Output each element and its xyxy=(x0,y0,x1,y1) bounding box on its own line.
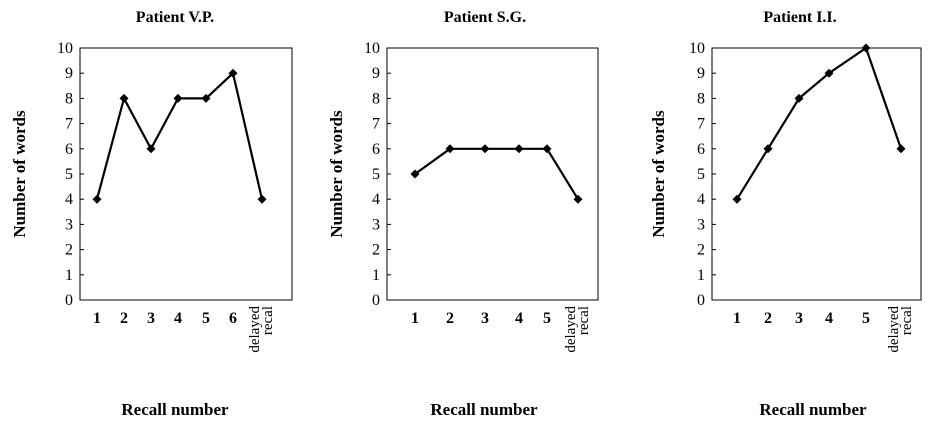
data-point-marker xyxy=(410,169,420,179)
y-tick-label: 5 xyxy=(372,166,380,183)
y-tick-label: 10 xyxy=(57,40,73,57)
x-axis-label: Recall number xyxy=(121,400,229,419)
data-point-marker xyxy=(173,93,183,103)
series-line xyxy=(736,46,903,200)
y-tick-label: 4 xyxy=(65,191,73,208)
y-tick-label: 10 xyxy=(364,40,380,57)
y-tick-label: 6 xyxy=(372,141,380,158)
plot-frame xyxy=(79,47,293,301)
y-axis-label: Number of words xyxy=(327,110,346,238)
y-tick-label: 0 xyxy=(697,292,705,309)
y-tick-label: 2 xyxy=(372,242,380,259)
chart-panel-2: Patient S.G. Number of words Recall numb… xyxy=(327,9,599,419)
y-tick-label: 1 xyxy=(65,267,73,284)
x-tick-label: 5 xyxy=(543,310,551,327)
y-tick-label: 6 xyxy=(65,141,73,158)
data-point-marker xyxy=(119,93,129,103)
y-tick-label: 0 xyxy=(372,292,380,309)
data-point-marker xyxy=(794,93,804,103)
y-tick-label: 2 xyxy=(697,242,705,259)
x-ticks: 1 2 3 4 5 delayedrecal xyxy=(733,306,915,353)
x-tick-label: 1 xyxy=(733,310,741,327)
y-axis-label: Number of words xyxy=(10,110,29,238)
x-tick-label: 2 xyxy=(446,310,454,327)
series-line xyxy=(95,72,264,200)
y-tick-label: 10 xyxy=(689,40,705,57)
x-tick-label: 3 xyxy=(481,310,489,327)
data-point-marker xyxy=(146,144,156,154)
x-ticks: 1 2 3 4 5 6 delayedrecal xyxy=(93,306,276,353)
plot-frame xyxy=(711,47,922,301)
chart-panel-1: Patient V.P. Number of words Recall numb… xyxy=(10,9,293,419)
data-point-marker xyxy=(763,144,773,154)
series-markers xyxy=(410,144,583,204)
y-tick-label: 2 xyxy=(65,242,73,259)
data-point-marker xyxy=(228,68,238,78)
y-tick-label: 1 xyxy=(372,267,380,284)
y-tick-label: 5 xyxy=(697,166,705,183)
data-point-marker xyxy=(573,194,583,204)
x-axis-label: Recall number xyxy=(430,400,538,419)
x-axis-label: Recall number xyxy=(759,400,867,419)
data-point-marker xyxy=(732,194,742,204)
y-tick-label: 6 xyxy=(697,141,705,158)
y-tick-label: 4 xyxy=(372,191,380,208)
chart-panel-3: Patient I.I. Number of words Recall numb… xyxy=(649,9,922,419)
x-tick-label: 2 xyxy=(120,310,128,327)
y-ticks: 0 1 2 3 4 5 6 7 8 9 10 xyxy=(57,40,84,309)
x-tick-label: 1 xyxy=(411,310,419,327)
y-tick-label: 9 xyxy=(372,65,380,82)
x-tick-label: 3 xyxy=(147,310,155,327)
x-tick-label: 4 xyxy=(825,310,833,327)
x-tick-label: 5 xyxy=(202,310,210,327)
x-tick-label: 1 xyxy=(93,310,101,327)
chart-title: Patient I.I. xyxy=(763,9,836,26)
y-tick-label: 4 xyxy=(697,191,705,208)
x-tick-label: 4 xyxy=(174,310,182,327)
data-point-marker xyxy=(445,144,455,154)
x-tick-label: 5 xyxy=(862,310,870,327)
y-tick-label: 8 xyxy=(372,90,380,107)
data-point-marker xyxy=(896,144,906,154)
data-point-marker xyxy=(257,194,267,204)
data-point-marker xyxy=(861,43,871,53)
data-point-marker xyxy=(201,93,211,103)
data-point-marker xyxy=(542,144,552,154)
y-tick-label: 3 xyxy=(697,216,705,233)
chart-title: Patient V.P. xyxy=(136,9,214,26)
x-tick-label: delayedrecal xyxy=(247,306,276,353)
series-markers xyxy=(92,68,267,204)
y-tick-label: 8 xyxy=(697,90,705,107)
x-tick-label: 4 xyxy=(515,310,523,327)
x-ticks: 1 2 3 4 5 delayedrecal xyxy=(411,306,592,353)
y-ticks: 0 1 2 3 4 5 6 7 8 9 10 xyxy=(689,40,716,309)
y-tick-label: 5 xyxy=(65,166,73,183)
x-tick-label: 2 xyxy=(764,310,772,327)
data-point-marker xyxy=(92,194,102,204)
data-point-marker xyxy=(824,68,834,78)
x-tick-label: delayedrecal xyxy=(563,306,592,353)
y-tick-label: 3 xyxy=(65,216,73,233)
y-tick-label: 9 xyxy=(65,65,73,82)
y-tick-label: 0 xyxy=(65,292,73,309)
data-point-marker xyxy=(514,144,524,154)
y-tick-label: 1 xyxy=(697,267,705,284)
chart-title: Patient S.G. xyxy=(444,9,526,26)
y-tick-label: 3 xyxy=(372,216,380,233)
x-tick-label: delayedrecal xyxy=(886,306,915,353)
y-tick-label: 8 xyxy=(65,90,73,107)
y-tick-label: 7 xyxy=(65,116,73,133)
data-point-marker xyxy=(480,144,490,154)
y-ticks: 0 1 2 3 4 5 6 7 8 9 10 xyxy=(364,40,391,309)
y-axis-label: Number of words xyxy=(649,110,668,238)
y-tick-label: 7 xyxy=(372,116,380,133)
series-line xyxy=(414,147,579,200)
series-markers xyxy=(732,43,906,204)
y-tick-label: 9 xyxy=(697,65,705,82)
x-tick-label: 3 xyxy=(795,310,803,327)
x-tick-label: 6 xyxy=(229,310,237,327)
y-tick-label: 7 xyxy=(697,116,705,133)
